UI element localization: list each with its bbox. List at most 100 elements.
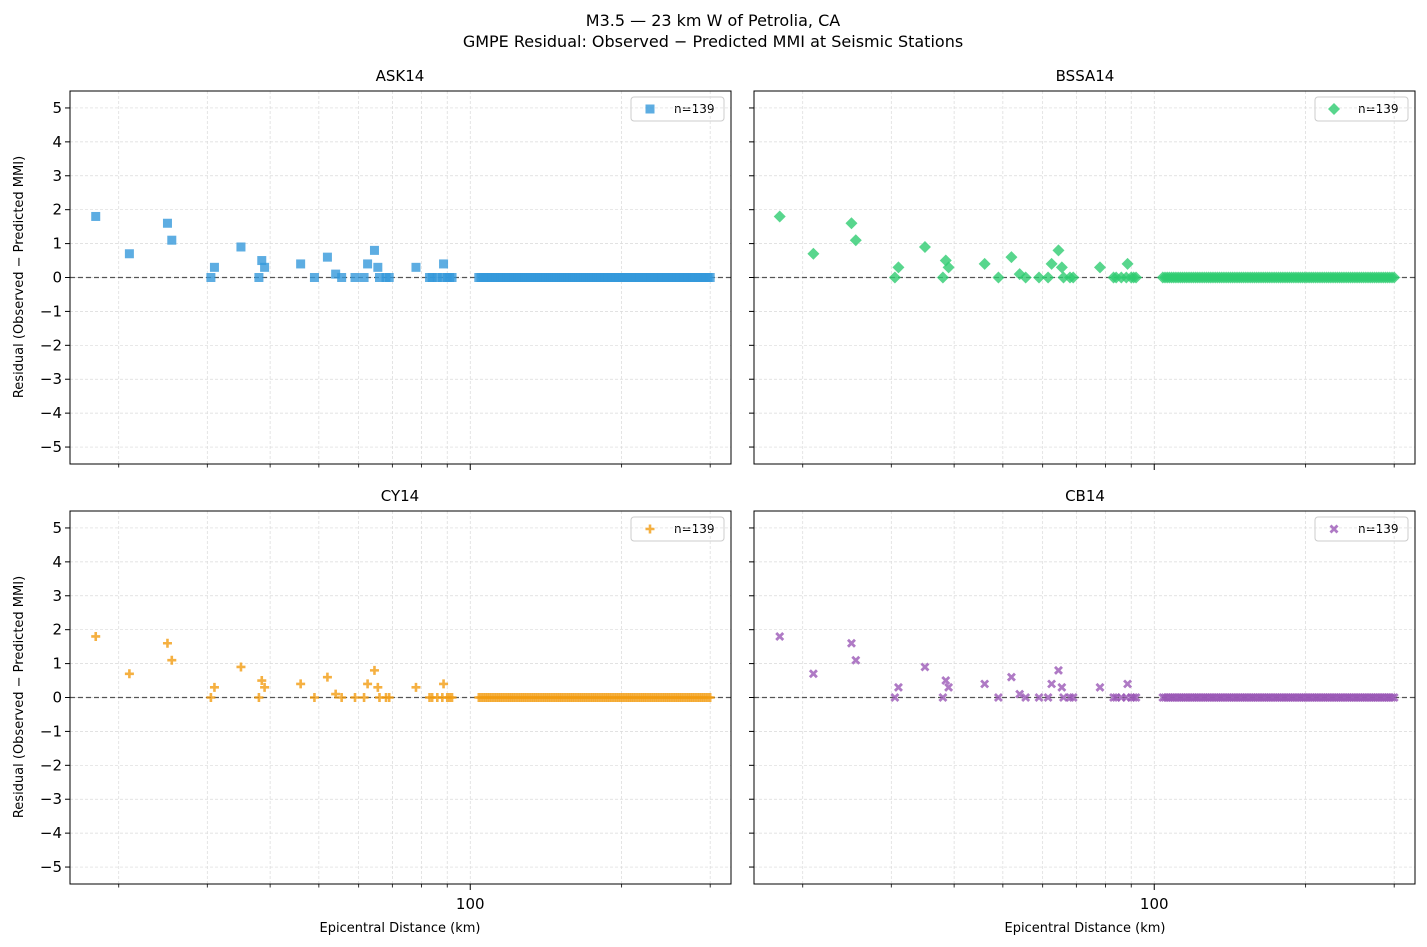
- data-point: [807, 247, 820, 260]
- data-point: [369, 665, 379, 675]
- legend-marker: [1328, 103, 1340, 115]
- data-point: [331, 269, 341, 279]
- data-point: [363, 259, 373, 269]
- data-point: [892, 261, 905, 274]
- data-point: [363, 679, 373, 689]
- data-point: [309, 693, 319, 702]
- data-point: [206, 693, 216, 702]
- panel-title: BSSA14: [1056, 67, 1115, 85]
- data-point: [773, 210, 786, 223]
- data-point: [373, 682, 383, 692]
- data-point: [1121, 257, 1134, 270]
- y-tick-label: 5: [52, 519, 62, 537]
- legend-box: [630, 96, 725, 122]
- data-point: [236, 242, 246, 252]
- data-point: [1129, 693, 1139, 702]
- data-point: [384, 273, 394, 282]
- legend-label: n=139: [674, 522, 715, 536]
- data-point: [309, 273, 319, 282]
- data-point: [439, 679, 449, 689]
- y-tick-label: −3: [40, 790, 62, 808]
- data-point: [1053, 665, 1063, 675]
- data-point: [350, 693, 360, 702]
- data-point: [1131, 693, 1141, 702]
- x-tick-label: 100: [456, 895, 485, 913]
- data-point: [359, 693, 369, 702]
- data-point: [920, 662, 930, 672]
- data-point: [1068, 693, 1078, 702]
- data-point: [257, 676, 267, 686]
- axes-frame: [753, 90, 1416, 465]
- data-point: [1388, 271, 1401, 284]
- data-point: [1093, 261, 1106, 274]
- data-point: [447, 693, 457, 702]
- data-point: [447, 273, 457, 282]
- data-point: [439, 259, 449, 269]
- x-axis-label: Epicentral Distance (km): [320, 921, 481, 936]
- data-point: [432, 273, 442, 282]
- panel-cb14: CB14 Epicentral Distance (km) n=139 100: [749, 487, 1416, 936]
- data-point: [1033, 271, 1046, 284]
- data-point: [1015, 689, 1025, 699]
- data-point: [938, 693, 948, 702]
- y-tick-label: 0: [52, 269, 62, 287]
- legend-label: n=139: [1358, 102, 1399, 116]
- data-point: [254, 273, 264, 282]
- data-point: [1005, 251, 1018, 264]
- legend-marker: [645, 104, 655, 114]
- y-tick-label: 4: [52, 553, 62, 571]
- data-point: [411, 682, 421, 692]
- data-point: [1387, 693, 1397, 702]
- legend-label: n=139: [1358, 522, 1399, 536]
- data-point: [374, 273, 384, 282]
- data-point: [1043, 693, 1053, 702]
- legend-marker: [645, 524, 655, 534]
- axes-frame: [69, 510, 732, 885]
- panel-title: CY14: [381, 487, 419, 505]
- legend-box: [1314, 96, 1409, 122]
- data-point: [1042, 271, 1055, 284]
- data-point: [1034, 693, 1044, 702]
- data-point: [1006, 672, 1016, 682]
- y-axis-label: Residual (Observed − Predicted MMI): [12, 156, 27, 398]
- data-point: [91, 631, 101, 641]
- y-tick-label: −5: [40, 438, 62, 456]
- data-point: [978, 257, 991, 270]
- data-point: [91, 211, 101, 221]
- data-point: [942, 261, 955, 274]
- data-point: [162, 638, 172, 648]
- panel-bssa14: BSSA14 n=139: [749, 67, 1416, 470]
- x-tick-label: 100: [1140, 895, 1169, 913]
- y-tick-label: 3: [52, 167, 62, 185]
- data-point: [427, 273, 437, 282]
- y-tick-label: −4: [40, 404, 62, 422]
- y-tick-label: −1: [40, 722, 62, 740]
- data-point: [851, 655, 861, 665]
- data-point: [849, 234, 862, 247]
- figure-subtitle: GMPE Residual: Observed − Predicted MMI …: [463, 32, 963, 51]
- y-axis-label: Residual (Observed − Predicted MMI): [12, 576, 27, 818]
- y-tick-label: 1: [52, 655, 62, 673]
- data-point: [1021, 693, 1031, 702]
- data-point: [1130, 271, 1143, 284]
- data-point: [331, 689, 341, 699]
- legend-box: [1314, 516, 1409, 542]
- data-point: [1109, 693, 1119, 702]
- panel-title: CB14: [1065, 487, 1105, 505]
- data-point: [936, 271, 949, 284]
- data-point: [296, 679, 306, 689]
- data-point: [1057, 271, 1070, 284]
- data-point: [167, 235, 177, 245]
- y-tick-label: −3: [40, 370, 62, 388]
- data-point: [124, 249, 134, 259]
- data-point: [337, 693, 347, 702]
- data-point: [206, 273, 216, 282]
- data-point: [845, 217, 858, 230]
- data-point: [1057, 682, 1067, 692]
- data-point: [1052, 244, 1065, 257]
- data-point: [808, 669, 818, 679]
- data-point: [1389, 693, 1399, 702]
- data-point: [1067, 271, 1080, 284]
- data-point: [893, 682, 903, 692]
- x-axis-label: Epicentral Distance (km): [1005, 921, 1166, 936]
